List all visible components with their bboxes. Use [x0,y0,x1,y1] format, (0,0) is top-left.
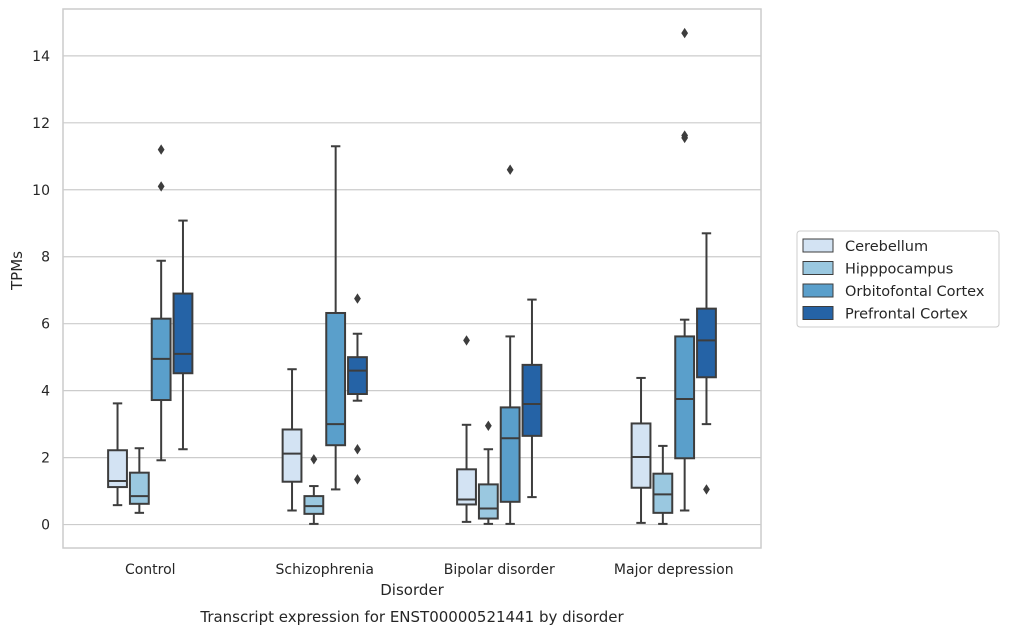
outlier-1 [354,444,361,455]
box-body [630,422,652,489]
x-tick-labels: Control Schizophrenia Bipolar disorder Majo… [125,562,734,578]
outlier-0 [310,454,318,465]
outlier-0 [484,420,492,432]
outlier-0 [506,164,514,175]
outlier-0 [354,293,361,304]
box-body [456,468,477,506]
box-body [652,472,674,514]
y-tick-2: 2 [41,451,50,467]
box-2-2 [499,164,521,525]
box-3-3 [696,232,717,495]
outlier-2 [354,474,361,485]
box-1-1 [303,454,325,525]
y-tick-8: 8 [41,250,50,266]
y-tick-12: 12 [32,116,50,132]
box-body [477,483,499,520]
legend-swatch-1 [802,261,834,275]
legend-label-1: Hipppocampus [845,262,953,278]
outlier-0 [463,335,470,346]
y-tick-6: 6 [41,317,50,333]
box-body [325,311,347,447]
box-0-1 [281,368,303,512]
outlier-0 [157,181,165,192]
box-body [303,495,325,515]
legend-frame [796,230,1000,328]
box-2-3 [674,27,696,512]
legend-label-3: Prefrontal Cortex [845,307,968,323]
legend-swatch-2 [802,283,834,298]
outlier-0 [703,484,710,495]
box-3-1 [347,293,368,485]
box-1-2 [477,420,499,525]
chart-title: Transcript expression for ENST0000052144… [199,608,624,626]
box-body [696,307,717,379]
y-tick-14: 14 [32,49,50,65]
x-axis-label: Disorder [380,581,444,599]
box-body [674,335,696,460]
x-tick-1: Schizophrenia [276,562,374,578]
box-layer [107,27,717,525]
box-2-1 [325,145,347,491]
box-body [281,428,303,483]
box-body [347,356,368,396]
box-1-0 [128,447,150,514]
plot-frame [62,8,762,549]
box-body [107,449,128,489]
x-tick-2: Bipolar disorder [444,562,555,578]
legend: Cerebellum Hipppocampus Orbitofontal Corte… [796,230,1000,328]
box-body [499,406,521,503]
box-body [521,363,543,437]
box-0-0 [107,402,128,507]
box-1-3 [652,444,674,525]
legend-swatch-0 [802,238,834,253]
legend-label-2: Orbitofontal Cortex [845,284,985,300]
outlier-1 [681,130,689,141]
y-axis-label: TPMs [8,251,26,291]
box-3-2 [521,298,543,499]
box-0-3 [630,376,652,524]
box-3-0 [172,219,194,451]
outlier-1 [157,144,165,155]
gridlines [63,55,761,526]
legend-swatch-3 [802,306,834,320]
x-tick-3: Major depression [614,562,734,578]
box-2-0 [150,144,172,462]
y-tick-4: 4 [41,384,50,400]
x-tick-0: Control [125,562,176,578]
y-tick-labels: 0 2 4 6 8 10 12 14 [32,49,50,534]
legend-label-0: Cerebellum [845,239,928,255]
y-tick-10: 10 [32,183,50,199]
box-0-2 [456,335,477,523]
y-tick-0: 0 [41,518,50,534]
outlier-2 [681,27,689,39]
box-body [128,471,150,505]
box-body [172,292,194,375]
